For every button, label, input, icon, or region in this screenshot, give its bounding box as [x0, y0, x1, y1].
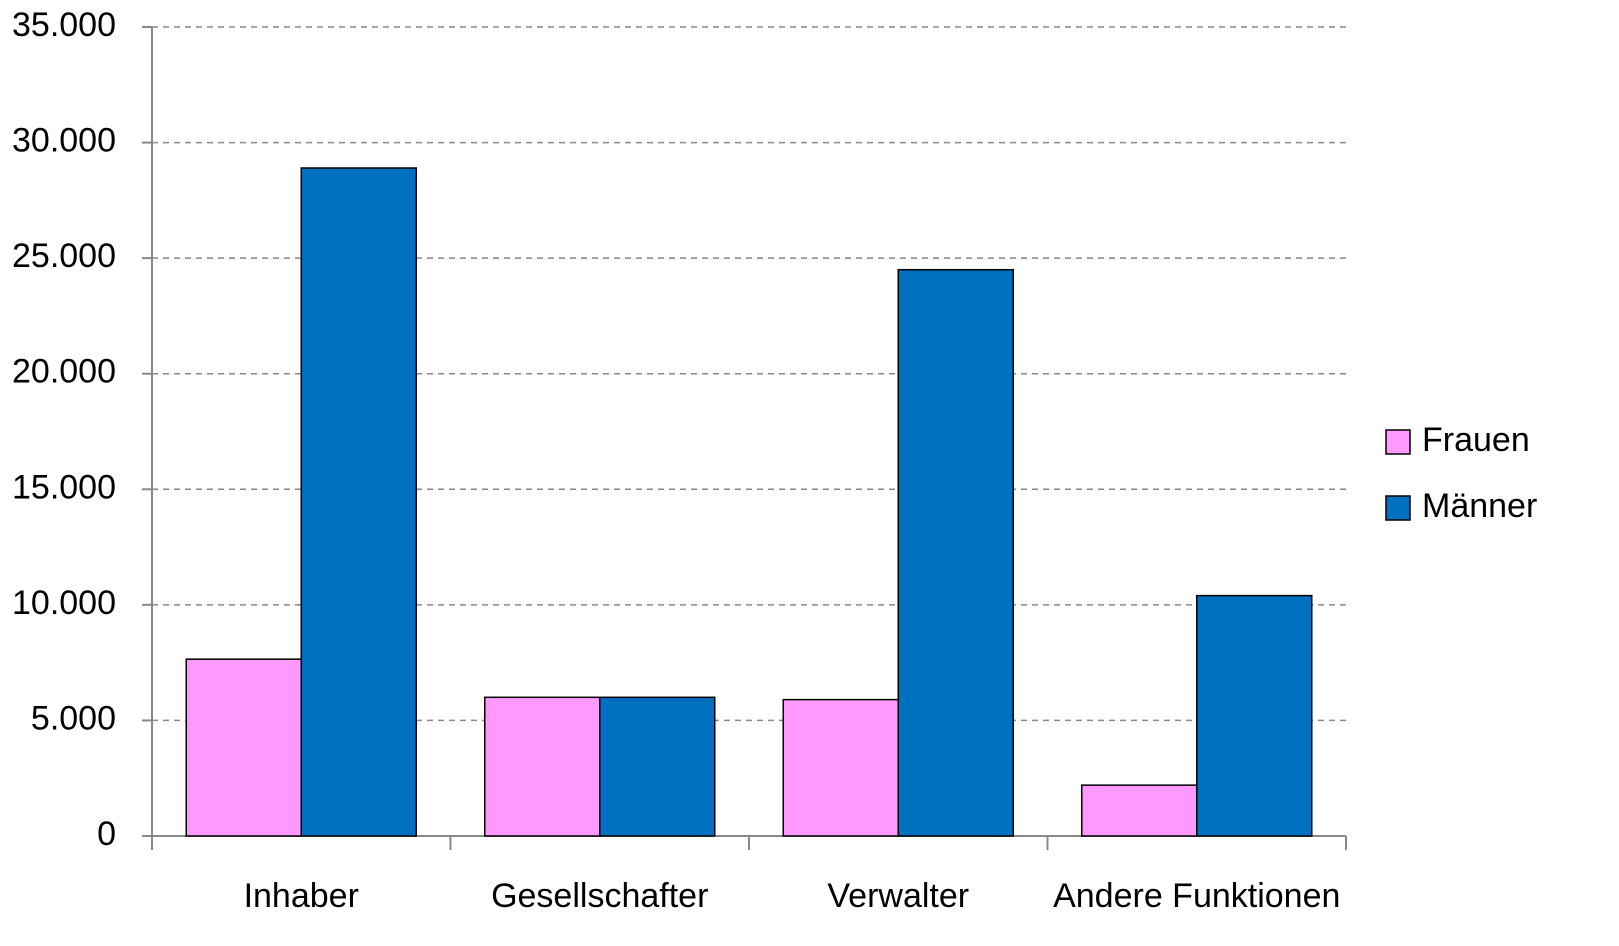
y-tick-label: 30.000: [12, 122, 116, 160]
bar: [1196, 594, 1313, 837]
x-tick-label: Inhaber: [244, 877, 359, 915]
x-tick-label: Verwalter: [827, 877, 969, 915]
bar: [897, 268, 1014, 837]
x-tick-label: Gesellschafter: [491, 877, 708, 915]
y-tick-label: 0: [97, 815, 116, 853]
y-tick-label: 35.000: [12, 6, 116, 44]
bar: [185, 658, 302, 837]
legend-swatch: [1385, 495, 1411, 521]
legend-swatch: [1385, 429, 1411, 455]
y-tick-label: 10.000: [12, 584, 116, 622]
x-tick-label: Andere Funktionen: [1053, 877, 1340, 915]
legend-label: Frauen: [1422, 421, 1530, 459]
bar: [782, 698, 899, 837]
bar: [300, 167, 417, 837]
y-tick-label: 15.000: [12, 468, 116, 506]
bar: [484, 696, 601, 837]
legend-label: Männer: [1422, 487, 1537, 525]
y-tick-label: 5.000: [31, 699, 116, 737]
y-tick-label: 25.000: [12, 237, 116, 275]
bar: [1081, 784, 1198, 837]
y-tick-label: 20.000: [12, 353, 116, 391]
bar: [599, 696, 716, 837]
